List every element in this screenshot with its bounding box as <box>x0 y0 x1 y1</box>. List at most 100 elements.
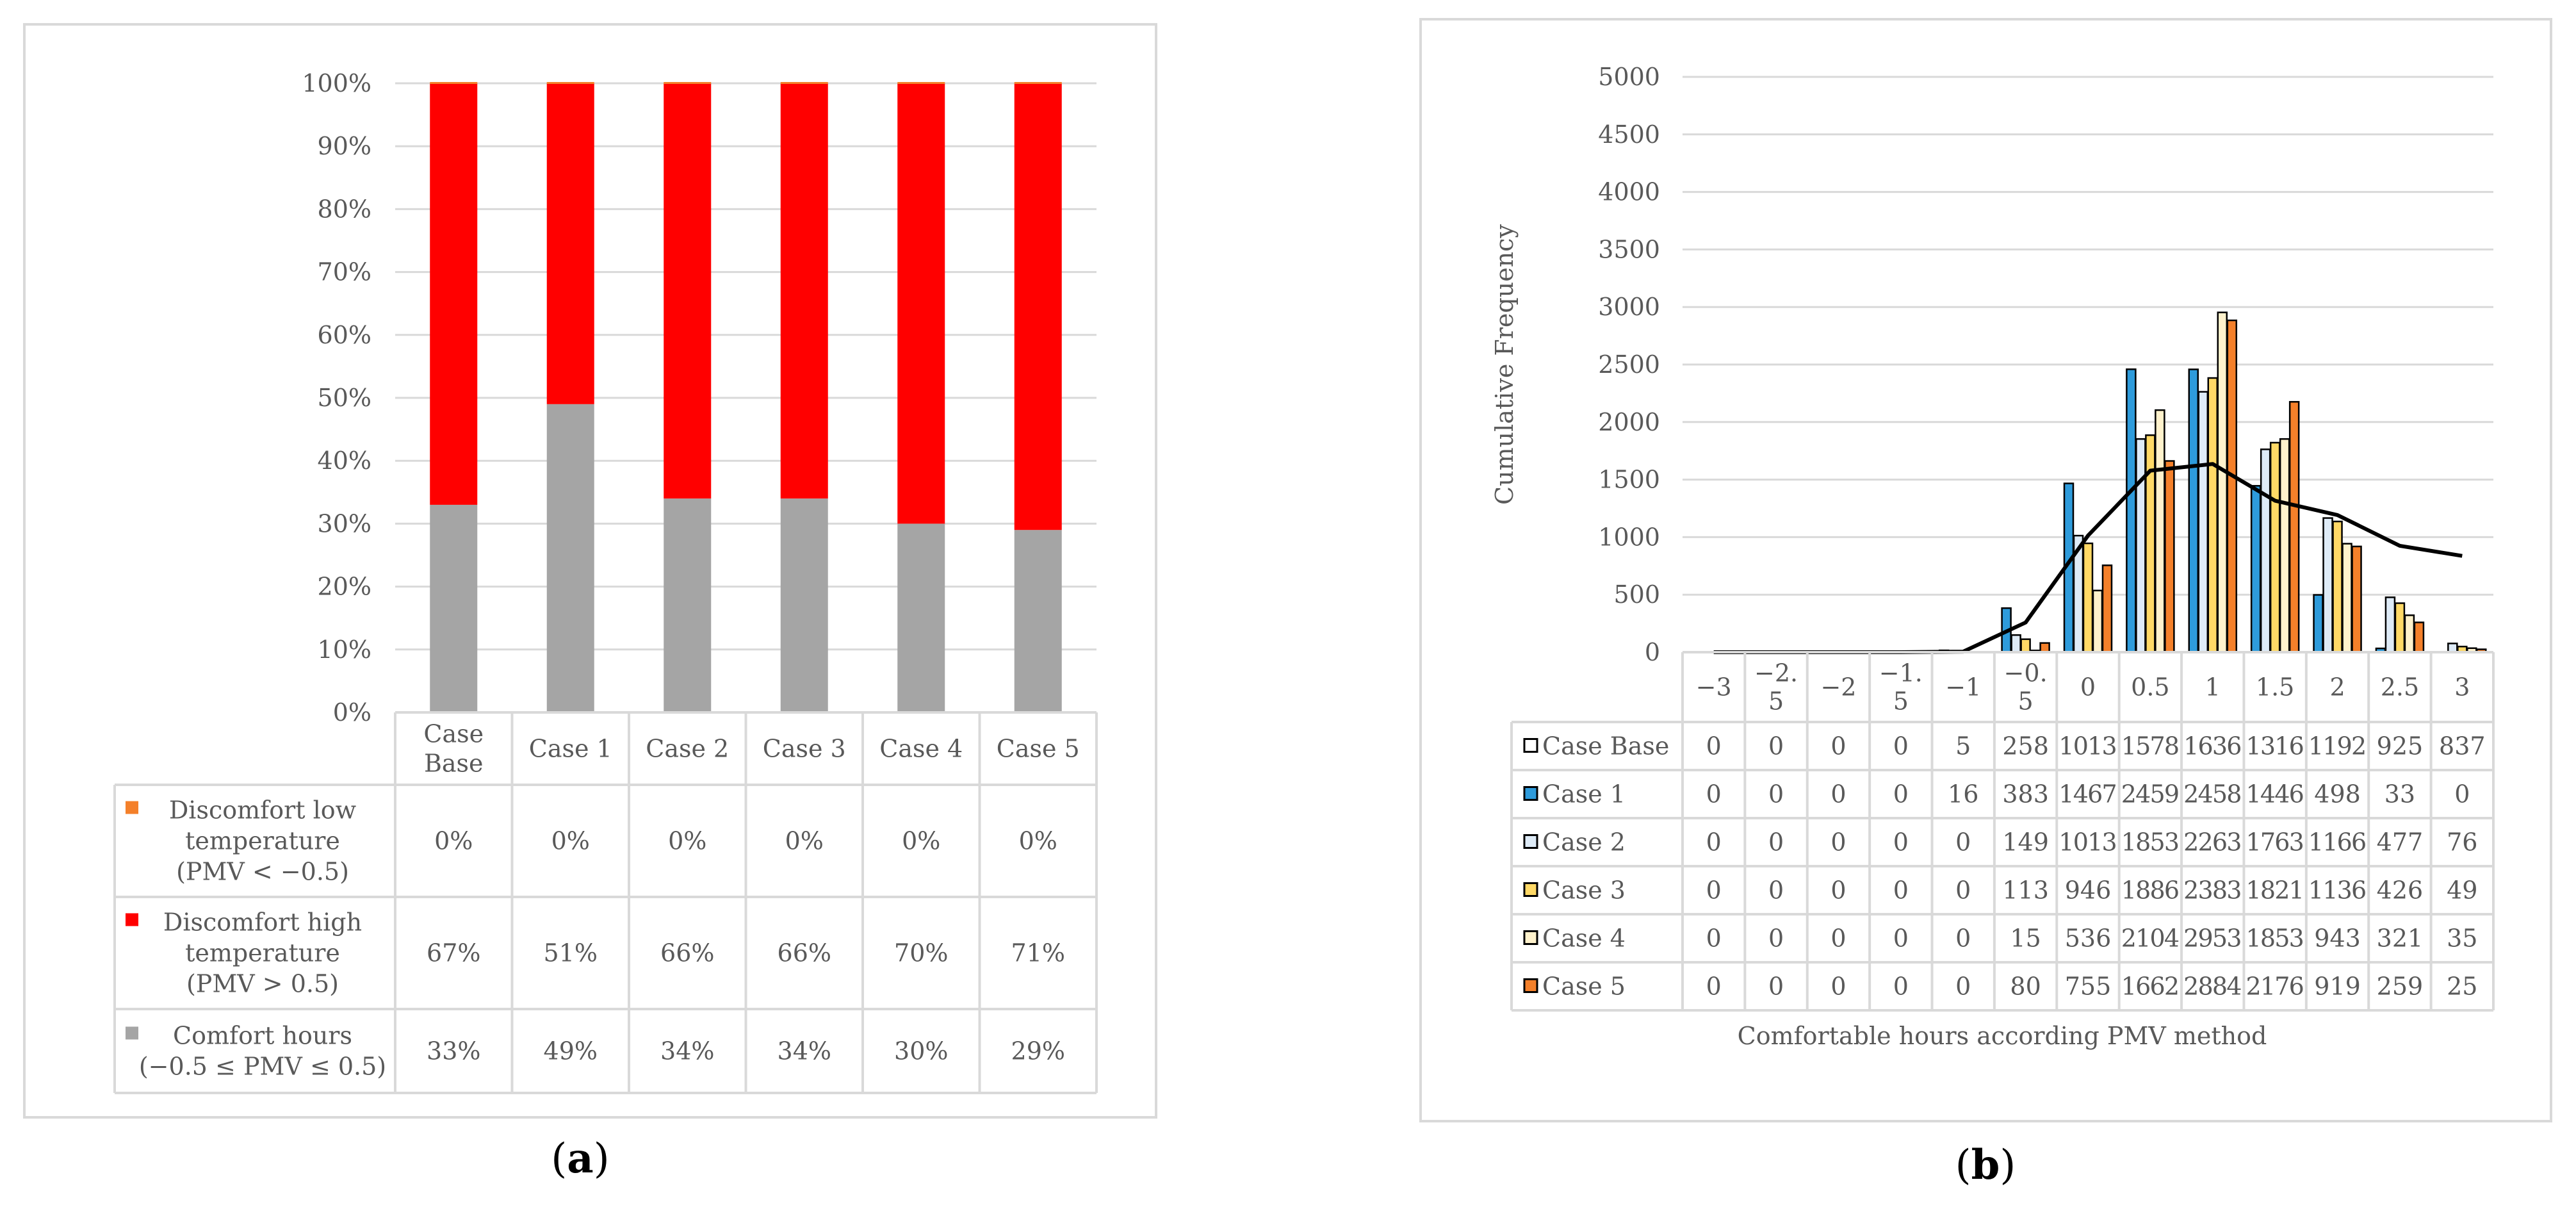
y-tick-label: 80% <box>318 195 371 223</box>
legend-label: Discomfort high temperature (PMV > 0.5) <box>163 908 362 998</box>
bar-4 <box>897 83 945 524</box>
panel-a-caption: (a) <box>551 1135 609 1183</box>
table-value: 1316 <box>2246 732 2304 760</box>
legend-swatch <box>1523 738 1538 753</box>
y-axis-title: Cumulative Frequency <box>1490 224 1519 505</box>
category-label: −2 <box>1820 673 1856 702</box>
table-value: 1013 <box>2058 732 2117 760</box>
table-value: 0 <box>1706 973 1722 1001</box>
table-value: 51% <box>544 939 598 967</box>
table-value: 0 <box>1830 924 1846 953</box>
bar-0 <box>430 83 478 505</box>
bar-top-sliver <box>1014 82 1062 84</box>
y-tick-label: 40% <box>318 447 371 475</box>
category-label: Case 1 <box>529 735 612 763</box>
legend-label: Case 4 <box>1542 924 1626 953</box>
category-label: Case 5 <box>997 735 1080 763</box>
category-label: 2 <box>2329 673 2345 702</box>
table-value: 0 <box>1768 924 1784 953</box>
table-value: 2176 <box>2246 973 2304 1001</box>
bar-3 <box>780 83 828 499</box>
table-value: 477 <box>2377 828 2424 857</box>
bar-case-3 <box>2394 602 2406 653</box>
table-value: 67% <box>427 939 480 967</box>
table-value: 1578 <box>2121 732 2180 760</box>
y-tick-label: 50% <box>318 384 371 412</box>
bar-4 <box>897 523 945 712</box>
table-value: 1636 <box>2183 732 2242 760</box>
table-value: 0 <box>1893 732 1909 760</box>
bar-case-4 <box>2155 409 2165 653</box>
category-label: −2. 5 <box>1754 659 1798 716</box>
table-value: 0% <box>551 827 590 855</box>
category-label: 3 <box>2454 673 2470 702</box>
table-value: 0 <box>1955 924 1971 953</box>
legend-label: Comfort hours (−0.5 ≤ PMV ≤ 0.5) <box>139 1022 386 1081</box>
panel-b-caption: (b) <box>1955 1141 2016 1189</box>
table-value: 2459 <box>2121 780 2180 809</box>
y-tick-label: 20% <box>318 573 371 601</box>
table-value: 66% <box>778 939 831 967</box>
category-label: 0 <box>2080 673 2096 702</box>
table-value: 925 <box>2377 732 2424 760</box>
bar-case-3 <box>2332 520 2343 653</box>
bar-3 <box>780 498 828 712</box>
table-value: 30% <box>894 1037 948 1065</box>
y-tick-label: 60% <box>318 321 371 349</box>
table-value: 755 <box>2065 973 2112 1001</box>
table-value: 2458 <box>2183 780 2242 809</box>
category-label: −0. 5 <box>2004 659 2048 716</box>
y-tick-label: 1500 <box>1598 466 1660 494</box>
bar-case-2 <box>2260 448 2271 653</box>
table-value: 0 <box>1768 828 1784 857</box>
table-value: 1821 <box>2246 876 2304 905</box>
table-value: 80 <box>2010 973 2041 1001</box>
category-label: 1 <box>2205 673 2221 702</box>
table-value: 1467 <box>2058 780 2117 809</box>
table-value: 113 <box>2002 876 2049 905</box>
bar-case-5 <box>2351 545 2362 653</box>
table-value: 0 <box>1955 876 1971 905</box>
legend-label: Case 5 <box>1542 973 1626 1001</box>
table-value: 0 <box>1830 780 1846 809</box>
table-value: 5 <box>1955 732 1971 760</box>
table-value: 2884 <box>2183 973 2242 1001</box>
table-value: 946 <box>2065 876 2112 905</box>
table-value: 0 <box>1893 876 1909 905</box>
y-tick-label: 500 <box>1613 580 1660 609</box>
table-value: 1446 <box>2246 780 2304 809</box>
y-tick-label: 90% <box>318 132 371 160</box>
table-value: 1136 <box>2308 876 2367 905</box>
table-value: 426 <box>2377 876 2424 905</box>
table-value: 0 <box>1893 780 1909 809</box>
y-tick-label: 70% <box>318 258 371 286</box>
bar-2 <box>664 83 712 499</box>
bar-case-5 <box>2101 564 2113 653</box>
y-tick-label: 5000 <box>1598 63 1660 91</box>
category-label: −1 <box>1945 673 1981 702</box>
table-value: 0% <box>785 827 824 855</box>
category-label: −3 <box>1696 673 1732 702</box>
table-value: 33% <box>427 1037 480 1065</box>
table-value: 1192 <box>2308 732 2367 760</box>
bar-2 <box>664 498 712 712</box>
bar-case-3 <box>2082 542 2094 653</box>
y-tick-label: 30% <box>318 509 371 538</box>
bar-0 <box>430 504 478 712</box>
table-value: 149 <box>2002 828 2049 857</box>
bar-case-3 <box>2145 434 2156 653</box>
table-value: 0 <box>1830 876 1846 905</box>
table-value: 70% <box>894 939 948 967</box>
legend-label: Case 3 <box>1542 876 1626 905</box>
bar-case-2 <box>2447 643 2458 653</box>
table-value: 0 <box>1706 732 1722 760</box>
table-value: 76 <box>2447 828 2477 857</box>
y-tick-label: 2500 <box>1598 350 1660 379</box>
bar-case-3 <box>2020 638 2031 653</box>
category-label: −1. 5 <box>1879 659 1923 716</box>
table-value: 0 <box>1893 973 1909 1001</box>
table-value: 1853 <box>2121 828 2180 857</box>
bar-case-4 <box>2092 589 2103 653</box>
bar-case-2 <box>2322 517 2333 653</box>
